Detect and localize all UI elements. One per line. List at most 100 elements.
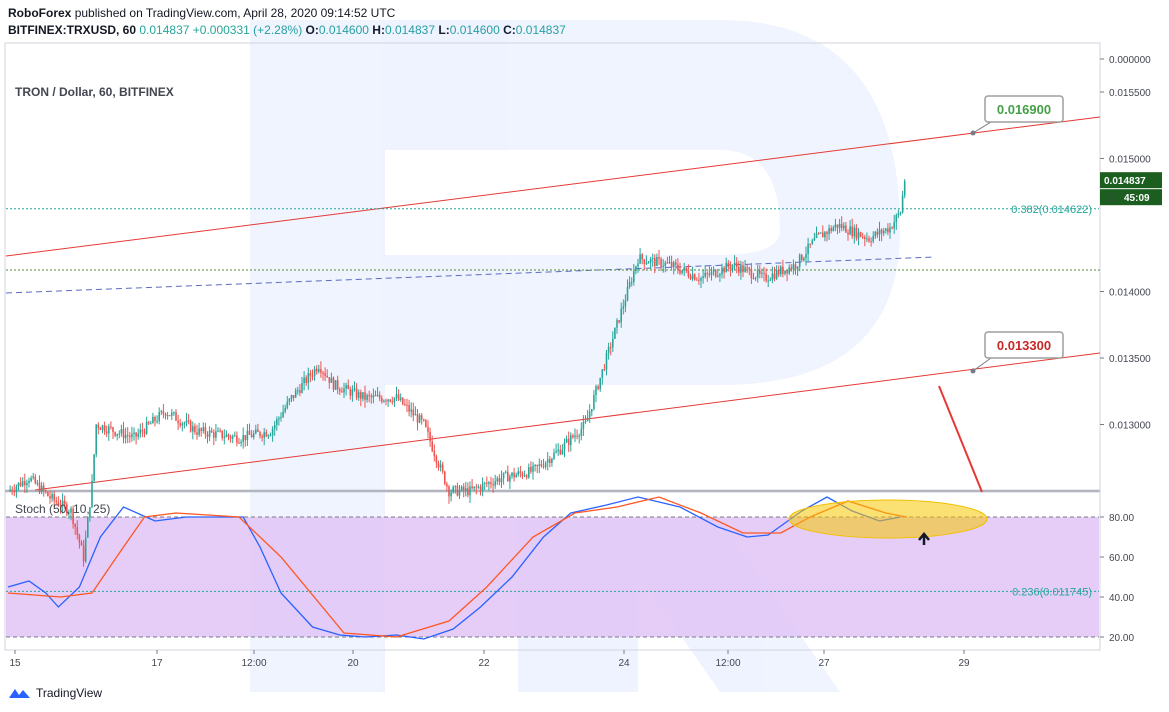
candle-body xyxy=(588,411,591,418)
candle-body xyxy=(112,427,114,432)
candle-body xyxy=(563,442,566,450)
candle-body xyxy=(242,435,244,442)
fibonacci-levels: 0.5(0.016947)0.382(0.014622)0.236(0.0117… xyxy=(6,204,1099,598)
candle-body xyxy=(817,233,820,235)
callout-box xyxy=(984,331,1064,359)
candle-body xyxy=(355,388,358,398)
up-arrow-icon xyxy=(918,532,930,545)
candle-body xyxy=(139,429,142,434)
candle-body xyxy=(488,482,490,484)
callout-box xyxy=(984,95,1064,123)
candle-body xyxy=(425,420,427,427)
candle-body xyxy=(246,430,249,441)
candle-body xyxy=(788,267,790,274)
candle-body xyxy=(116,433,118,436)
candle-body xyxy=(9,489,11,491)
candle-body xyxy=(408,405,410,412)
candle-body xyxy=(557,449,559,452)
candle-body xyxy=(513,472,515,478)
dashed-trend-line xyxy=(5,256,936,294)
candle-body xyxy=(639,254,641,264)
candle-body xyxy=(194,426,196,433)
candle-body xyxy=(536,464,538,466)
candle-body xyxy=(70,508,72,513)
candle-body xyxy=(76,527,79,535)
candle-body xyxy=(99,428,102,430)
candle-body xyxy=(504,471,507,473)
candle-body xyxy=(318,369,320,372)
price-tick-label: 0.013000 xyxy=(1109,421,1151,432)
candle-body xyxy=(729,266,732,270)
candle-body xyxy=(91,480,93,508)
candle-body xyxy=(397,394,400,400)
candle-body xyxy=(496,478,499,482)
candle-body xyxy=(706,272,709,274)
stoch-tick-label: 60.00 xyxy=(1109,553,1134,564)
candle-body xyxy=(784,270,786,274)
candle-body xyxy=(830,228,832,232)
candle-body xyxy=(704,272,706,277)
candle-body xyxy=(198,428,200,435)
candle-body xyxy=(876,231,879,235)
candle-body xyxy=(658,257,660,259)
candle-body xyxy=(668,261,671,263)
candle-body xyxy=(339,389,341,392)
candle-body xyxy=(679,269,681,274)
candle-body xyxy=(660,258,662,267)
candle-body xyxy=(267,435,270,437)
candle-body xyxy=(595,386,597,396)
candle-body xyxy=(80,542,83,546)
candle-body xyxy=(641,254,643,260)
time-tick-label: 29 xyxy=(958,658,970,669)
candle-body xyxy=(219,430,221,432)
candle-body xyxy=(147,421,150,424)
candle-body xyxy=(326,375,328,378)
candle-body xyxy=(385,400,387,402)
candle-body xyxy=(546,459,549,463)
candle-body xyxy=(418,415,421,423)
candle-body xyxy=(834,224,837,228)
candle-body xyxy=(742,265,744,273)
candle-body xyxy=(448,486,450,497)
candle-body xyxy=(481,483,484,491)
candle-body xyxy=(40,485,43,493)
candle-body xyxy=(683,267,685,271)
candle-body xyxy=(509,476,511,482)
candle-body xyxy=(97,424,100,429)
candle-body xyxy=(723,267,725,273)
time-axis[interactable]: 15 17 12:00 20 22 24 12:00 27 29 xyxy=(5,649,1100,669)
candle-body xyxy=(345,385,347,389)
candle-body xyxy=(460,486,463,491)
candle-body xyxy=(341,391,343,393)
candle-body xyxy=(651,258,654,260)
candle-body xyxy=(759,270,761,274)
candle-body xyxy=(276,419,278,425)
price-axis[interactable]: 0.000000 0.015500 0.015000 0.014000 0.013500… xyxy=(1099,43,1162,650)
candle-body xyxy=(204,427,207,435)
candle-body xyxy=(168,415,171,417)
candle-body xyxy=(185,420,188,424)
candle-body xyxy=(591,409,593,412)
candle-body xyxy=(782,266,784,274)
candle-body xyxy=(828,228,830,235)
candle-body xyxy=(752,278,755,280)
candle-body xyxy=(105,431,108,434)
candle-body xyxy=(311,375,314,377)
candle-body xyxy=(189,421,192,432)
candle-body xyxy=(727,262,730,267)
candle-body xyxy=(620,308,622,323)
candle-body xyxy=(255,429,257,434)
candle-body xyxy=(446,483,448,487)
candle-body xyxy=(903,181,906,196)
candle-body xyxy=(301,382,303,393)
candle-body xyxy=(135,432,137,437)
tradingview-footer[interactable]: TradingView xyxy=(8,686,102,700)
candle-body xyxy=(89,507,91,518)
candle-body xyxy=(217,430,219,432)
fib-level-label: 0.236(0.011745) xyxy=(1012,586,1092,598)
candle-body xyxy=(515,474,517,478)
candle-body xyxy=(387,399,389,402)
candle-body xyxy=(731,265,734,270)
candle-body xyxy=(670,261,673,268)
